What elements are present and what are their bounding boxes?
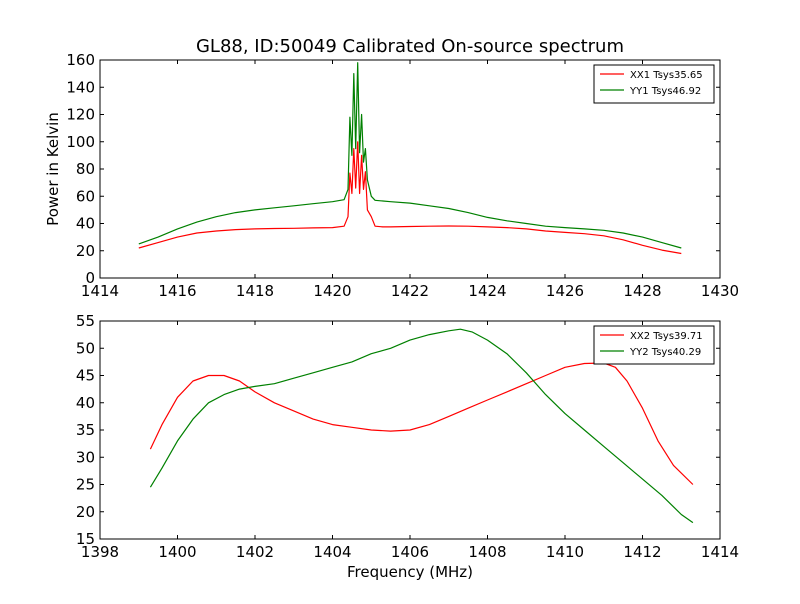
panel-1-ytick-label: 40 (76, 215, 95, 233)
panel-2-legend-label: XX2 Tsys39.71 (630, 331, 703, 342)
panel-2-ytick-label: 30 (76, 448, 95, 466)
panel-2-legend-box (593, 325, 715, 365)
panel-1-xtick-label: 1424 (468, 282, 506, 300)
panel-2-xtick-label: 1410 (546, 543, 584, 561)
panel-1-ytick-label: 0 (85, 269, 95, 287)
panel-2-series-yy2-line (149, 328, 694, 524)
panel-2-ytick-label: 35 (76, 421, 95, 439)
panel-2-ytick-label: 25 (76, 476, 95, 494)
panel-2-legend-label: YY2 Tsys40.29 (629, 347, 701, 358)
panel-1-legend-label: XX1 Tsys35.65 (630, 70, 703, 81)
panel-2-ytick-label: 15 (76, 530, 95, 548)
panel-2-ytick-label: 20 (76, 503, 95, 521)
panel-2-xtick-label: 1412 (623, 543, 661, 561)
panel-1-xtick-label: 1414 (81, 282, 119, 300)
y-axis-label: Power in Kelvin (44, 112, 62, 226)
panel-1-series-yy1-line (138, 62, 682, 249)
chart-title: GL88, ID:50049 Calibrated On-source spec… (196, 36, 624, 57)
panel-1-xtick-label: 1426 (546, 282, 584, 300)
panel-1-ytick-label: 140 (66, 78, 95, 96)
panel-1-xtick-label: 1422 (391, 282, 429, 300)
panel-1-ytick-label: 100 (66, 133, 95, 151)
panel-2-xtick-label: 1398 (81, 543, 119, 561)
panel-1-xtick-label: 1428 (623, 282, 661, 300)
panel-2-xtick-label: 1408 (468, 543, 506, 561)
panel-1-xtick-label: 1430 (701, 282, 739, 300)
panel-2-xtick-label: 1414 (701, 543, 739, 561)
panel-2-xtick-label: 1400 (158, 543, 196, 561)
panel-1-legend-label: YY1 Tsys46.92 (629, 86, 701, 97)
x-axis-label: Frequency (MHz) (347, 563, 473, 581)
panel-1-xtick-label: 1420 (313, 282, 351, 300)
panel-1-legend-box (593, 64, 715, 104)
panel-2-ytick-label: 50 (76, 339, 95, 357)
panel-2-series-xx2-line (149, 362, 694, 485)
panel-2-xtick-label: 1406 (391, 543, 429, 561)
panel-1-ytick-label: 120 (66, 106, 95, 124)
panel-2-ytick-label: 45 (76, 367, 95, 385)
panel-1-series-xx1-line (138, 141, 682, 255)
panel-2-xtick-label: 1402 (236, 543, 274, 561)
panel-2-xtick-label: 1404 (313, 543, 351, 561)
panel-2-ytick-label: 40 (76, 394, 95, 412)
panel-1-xtick-label: 1416 (158, 282, 196, 300)
panel-1-ytick-label: 80 (76, 160, 95, 178)
panel-2-ytick-label: 55 (76, 312, 95, 330)
panel-1-ytick-label: 160 (66, 51, 95, 69)
panel-1-ytick-label: 20 (76, 242, 95, 260)
panel-1-xtick-label: 1418 (236, 282, 274, 300)
panel-1-ytick-label: 60 (76, 187, 95, 205)
